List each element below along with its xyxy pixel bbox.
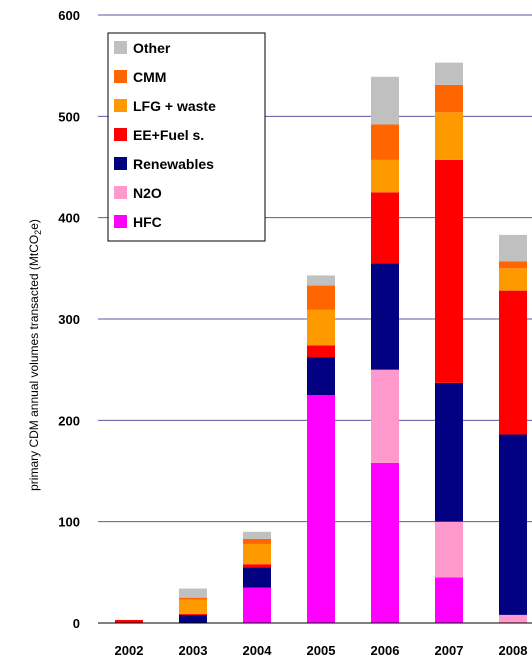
y-tick-label: 600 [58,8,80,23]
bar-segment [307,345,335,358]
x-tick-label: 2003 [179,643,208,658]
legend-swatch [114,41,127,54]
x-tick-label: 2006 [371,643,400,658]
legend: Other CMM LFG + waste EE+Fuel s. Renewables N… [107,32,266,242]
bar-segment [243,564,271,568]
bar-segment [499,234,527,262]
y-tick-label: 400 [58,211,80,226]
bar-segment [243,587,271,623]
y-tick-label: 100 [58,515,80,530]
bar-segment [179,588,207,598]
legend-label: CMM [133,69,166,85]
x-tick-label: 2008 [499,643,528,658]
y-tick-label: 500 [58,109,80,124]
legend-swatch [114,70,127,83]
bar-segment [371,124,399,160]
legend-swatch [114,215,127,228]
legend-label: LFG + waste [133,98,216,114]
bar-segment [435,62,463,85]
bar-segment [243,567,271,588]
bar-segment [499,261,527,269]
bar-segment [371,369,399,463]
legend-label: N2O [133,185,162,201]
bar-segment [243,543,271,565]
bar-segment [499,614,527,623]
bar-segment [435,577,463,623]
bar-segment [307,309,335,346]
legend-swatch [114,186,127,199]
legend-box [107,32,266,242]
bar-segment [499,434,527,615]
bar-segment [371,76,399,125]
bar-segment [179,597,207,600]
y-tick-labels: 0 100 200 300 400 500 600 [58,8,80,631]
bar-segment [435,159,463,383]
bar-segment [371,263,399,370]
legend-label: EE+Fuel s. [133,127,204,143]
bar-segment [435,382,463,522]
bar-segment [307,285,335,310]
bar-segment [499,268,527,291]
bar-segment [115,619,143,623]
x-tick-labels: 2002 2003 2004 2005 2006 2007 2008 [115,643,528,658]
y-axis-label: primary CDM annual volumes transacted (M… [27,219,43,491]
bar-segment [307,357,335,395]
y-tick-label: 0 [73,616,80,631]
bars [115,62,527,623]
bar-segment [371,192,399,264]
legend-label: HFC [133,214,162,230]
y-tick-label: 300 [58,312,80,327]
bar-segment [243,531,271,539]
bar-segment [179,614,207,623]
legend-swatch [114,99,127,112]
legend-label: Renewables [133,156,214,172]
x-tick-label: 2004 [243,643,273,658]
bar-segment [179,613,207,615]
bar-segment [307,275,335,286]
bar-segment [499,290,527,435]
y-tick-label: 200 [58,413,80,428]
bar-segment [371,462,399,623]
legend-label: Other [133,40,171,56]
bar-segment [435,112,463,160]
bar-segment [243,538,271,544]
bar-segment [435,521,463,578]
legend-swatch [114,128,127,141]
legend-swatch [114,157,127,170]
bar-segment [435,84,463,113]
bar-segment [179,599,207,614]
x-tick-label: 2005 [307,643,336,658]
bar-segment [307,395,335,623]
bar-segment [371,159,399,193]
x-tick-label: 2007 [435,643,464,658]
x-tick-label: 2002 [115,643,144,658]
